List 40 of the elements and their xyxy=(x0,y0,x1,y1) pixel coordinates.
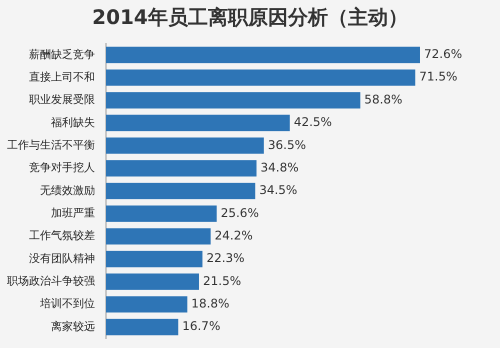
y-tick-label: 工作气氛较差 xyxy=(29,229,95,242)
data-label: 72.6% xyxy=(424,47,462,62)
data-label: 34.5% xyxy=(259,183,298,198)
y-tick-label: 工作与生活不平衡 xyxy=(7,138,95,152)
y-tick-label: 培训不到位 xyxy=(39,297,95,310)
y-tick-label: 加班严重 xyxy=(51,206,95,220)
data-label: 36.5% xyxy=(268,138,306,152)
y-tick-label: 没有团队精神 xyxy=(29,252,95,265)
data-label: 71.5% xyxy=(419,70,458,84)
bar xyxy=(106,160,257,176)
bar xyxy=(106,206,217,222)
bar xyxy=(106,69,416,86)
data-label: 24.2% xyxy=(214,228,253,242)
y-tick-label: 职场政治斗争较强 xyxy=(7,274,95,288)
data-label: 22.3% xyxy=(206,251,245,266)
data-label: 16.7% xyxy=(182,319,220,334)
y-tick-label: 竞争对手挖人 xyxy=(29,161,95,174)
bar xyxy=(106,182,256,200)
data-label: 25.6% xyxy=(220,206,259,220)
y-tick-label: 职业发展受限 xyxy=(29,93,95,106)
data-label: 34.8% xyxy=(260,160,299,174)
y-tick-label: 无绩效激励 xyxy=(40,184,95,197)
y-tick-label: 福利缺失 xyxy=(51,116,95,129)
bar xyxy=(106,228,211,245)
y-tick-label: 直接上司不和 xyxy=(29,70,95,84)
bar xyxy=(106,296,188,313)
bar xyxy=(106,274,199,290)
bar xyxy=(106,92,360,108)
data-label: 21.5% xyxy=(202,274,242,288)
bar xyxy=(106,318,178,336)
data-label: 58.8% xyxy=(364,92,402,106)
bar xyxy=(106,46,420,64)
bar xyxy=(106,114,290,132)
data-label: 18.8% xyxy=(191,296,230,311)
chart-title: 2014年员工离职原因分析（主动） xyxy=(91,4,409,31)
bar xyxy=(106,137,264,154)
data-label: 42.5% xyxy=(294,115,332,130)
y-tick-label: 薪酬缺乏竞争 xyxy=(29,48,95,61)
bar xyxy=(106,250,202,268)
y-tick-label: 离家较远 xyxy=(51,320,95,333)
